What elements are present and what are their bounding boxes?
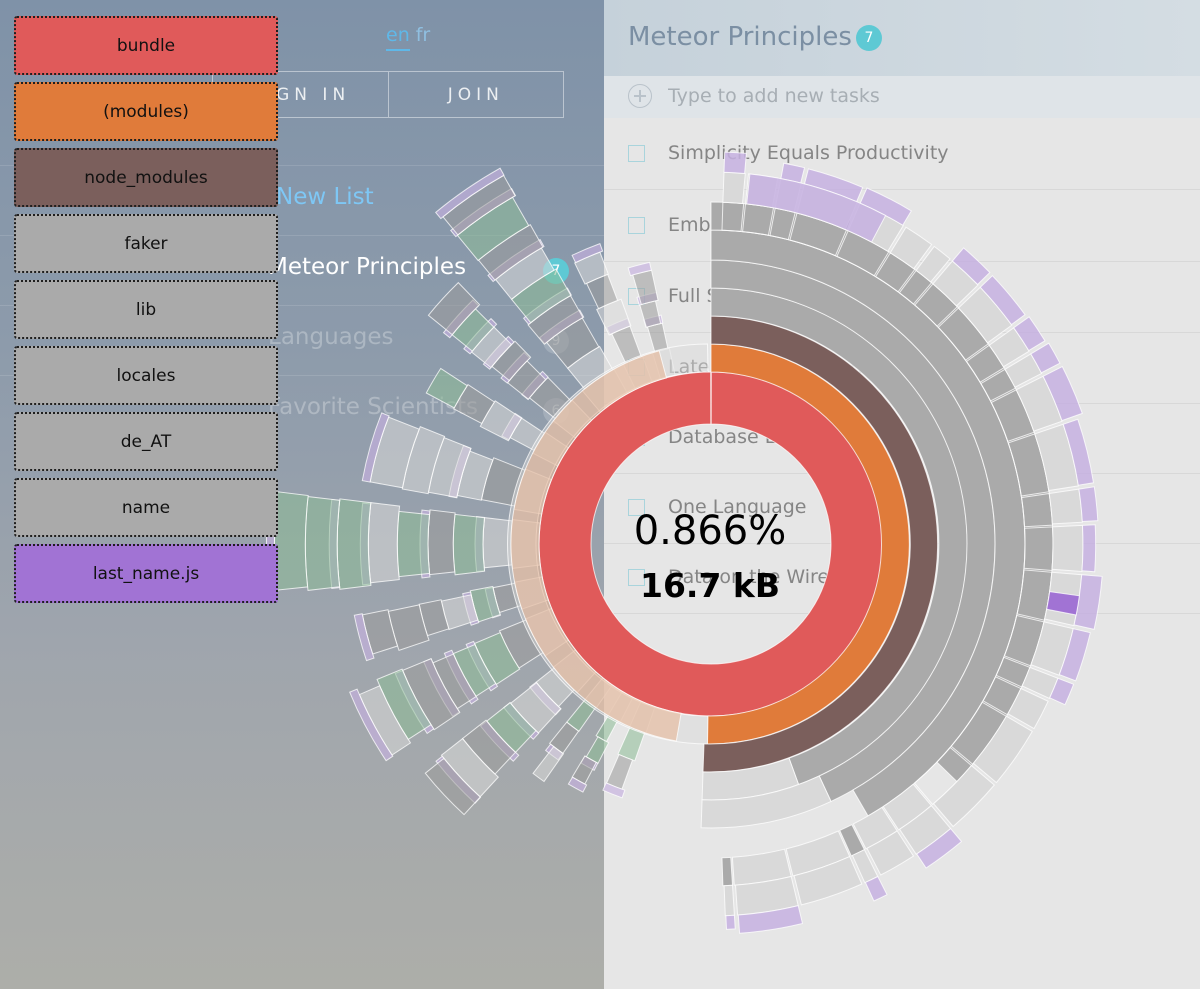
list-title[interactable]: Meteor Principles	[628, 22, 852, 52]
language-switcher: en fr	[386, 24, 431, 51]
sunburst-segment[interactable]	[1078, 486, 1099, 523]
sunburst-segment[interactable]	[1023, 526, 1054, 572]
new-task-form	[604, 76, 1200, 118]
sunburst-segment[interactable]	[932, 764, 996, 828]
sunburst-segment[interactable]	[1013, 316, 1046, 352]
sunburst-segment[interactable]	[1073, 574, 1103, 630]
sunburst-segment[interactable]	[1081, 524, 1097, 573]
sunburst-segment[interactable]	[866, 830, 915, 876]
sunburst-segment[interactable]	[723, 151, 747, 175]
breadcrumb-item[interactable]: faker	[14, 214, 278, 273]
sunburst-segment[interactable]	[273, 491, 309, 591]
sidebar-item-label: Languages	[268, 324, 394, 350]
sunburst-segment[interactable]	[746, 173, 887, 243]
sunburst-segment[interactable]	[353, 613, 375, 662]
sunburst-segment[interactable]	[889, 226, 933, 270]
sunburst-segment[interactable]	[916, 827, 963, 869]
list-header: Meteor Principles 7	[604, 0, 1200, 76]
lang-en-link[interactable]: en	[386, 24, 410, 51]
lang-fr-link[interactable]: fr	[415, 24, 431, 46]
sunburst-segment[interactable]	[1007, 687, 1049, 730]
breadcrumb-item[interactable]: de_AT	[14, 412, 278, 471]
sunburst-segment[interactable]	[737, 904, 804, 934]
task-checkbox[interactable]	[628, 569, 645, 586]
sunburst-segment[interactable]	[864, 875, 888, 902]
sunburst-segment[interactable]	[972, 715, 1033, 784]
sunburst-segment[interactable]	[349, 688, 394, 762]
sunburst-segment[interactable]	[639, 300, 662, 328]
sunburst-segment[interactable]	[336, 498, 372, 590]
sunburst-segment[interactable]	[427, 509, 456, 576]
breadcrumb-item[interactable]: bundle	[14, 16, 278, 75]
sidebar-item-label: Meteor Principles	[268, 254, 467, 280]
sunburst-segment[interactable]	[723, 884, 735, 917]
breadcrumb-item[interactable]: node_modules	[14, 148, 278, 207]
selection-size: 16.7 kB	[639, 566, 780, 605]
breadcrumb-item[interactable]: (modules)	[14, 82, 278, 141]
join-button[interactable]: JOIN	[387, 72, 564, 117]
sunburst-segment[interactable]	[700, 775, 832, 829]
sunburst-segment[interactable]	[510, 350, 682, 742]
sunburst-segment[interactable]	[452, 513, 486, 576]
new-task-input[interactable]	[668, 81, 1168, 111]
task-text[interactable]: Data on the Wire	[668, 566, 830, 588]
sunburst-segment[interactable]	[725, 914, 736, 930]
sunburst-segment[interactable]	[434, 167, 505, 220]
task-checkbox[interactable]	[628, 145, 645, 162]
sunburst-segment[interactable]	[424, 757, 481, 816]
sunburst-segment[interactable]	[721, 856, 734, 887]
sunburst-segment[interactable]	[915, 245, 951, 283]
sunburst-segment[interactable]	[396, 510, 431, 578]
sunburst-segment[interactable]	[1062, 418, 1095, 486]
sunburst-segment[interactable]	[1049, 677, 1075, 706]
sunburst-segment[interactable]	[605, 753, 634, 790]
sunburst-segment[interactable]	[979, 274, 1026, 326]
sunburst-segment[interactable]	[425, 367, 468, 409]
task-checkbox[interactable]	[628, 499, 645, 516]
sunburst-segment[interactable]	[427, 281, 481, 336]
sunburst-segment[interactable]	[793, 855, 863, 906]
last-name-file[interactable]	[1046, 591, 1080, 616]
new-list-label: New List	[276, 184, 374, 210]
task-checkbox[interactable]	[628, 217, 645, 234]
sunburst-segment[interactable]	[742, 203, 775, 236]
list-count-badge: 7	[856, 25, 882, 51]
sunburst-segment[interactable]	[1021, 492, 1054, 528]
sunburst-segment[interactable]	[1048, 488, 1083, 525]
sunburst-segment[interactable]	[361, 412, 390, 483]
sunburst-segment[interactable]	[1042, 365, 1083, 422]
sunburst-segment[interactable]	[646, 322, 669, 353]
sunburst-segment[interactable]	[1058, 628, 1091, 682]
sunburst-segment[interactable]	[951, 247, 991, 286]
sunburst-segment[interactable]	[721, 201, 745, 232]
sunburst-segment[interactable]	[304, 496, 341, 591]
sunburst-segment[interactable]	[722, 171, 746, 205]
sunburst-segment[interactable]	[1051, 524, 1084, 573]
sunburst-segment[interactable]	[632, 269, 659, 306]
breadcrumb-item[interactable]: lib	[14, 280, 278, 339]
sunburst-segment[interactable]	[602, 782, 626, 799]
sunburst-segment[interactable]	[571, 242, 604, 264]
sunburst-segment[interactable]	[627, 261, 652, 277]
breadcrumb-item[interactable]: last_name.js	[14, 544, 278, 603]
sunburst-segment[interactable]	[1030, 342, 1061, 374]
breadcrumb-item[interactable]: name	[14, 478, 278, 537]
new-list-link[interactable]: New List	[0, 165, 604, 236]
task-text[interactable]: One Language	[668, 496, 807, 518]
breadcrumb-item[interactable]: locales	[14, 346, 278, 405]
selection-percentage: 0.866%	[633, 508, 787, 554]
plus-circle-icon	[628, 84, 652, 108]
sunburst-segment[interactable]	[367, 502, 401, 584]
sunburst-segment[interactable]	[532, 745, 565, 783]
sunburst-segment[interactable]	[567, 776, 588, 793]
